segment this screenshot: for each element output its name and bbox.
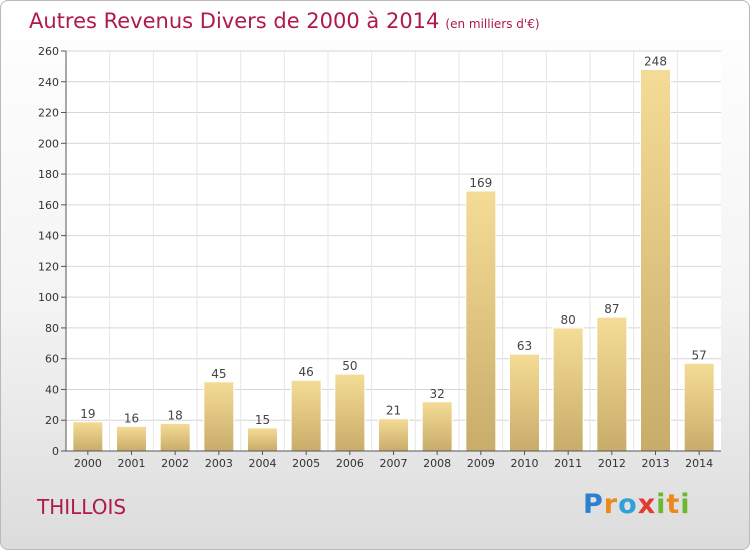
y-tick-label: 240 — [38, 76, 59, 89]
bar — [552, 327, 584, 452]
x-tick-label: 2007 — [380, 457, 408, 470]
y-tick-label: 100 — [38, 291, 59, 304]
bar-value-label: 169 — [469, 176, 492, 190]
x-tick-label: 2004 — [249, 457, 277, 470]
bar-value-label: 87 — [604, 302, 619, 316]
bar-value-label: 45 — [211, 367, 226, 381]
x-tick-label: 2013 — [642, 457, 670, 470]
bar — [334, 373, 366, 452]
y-tick-label: 20 — [45, 414, 59, 427]
bar — [72, 421, 104, 452]
x-tick-label: 2009 — [467, 457, 495, 470]
bar-value-label: 16 — [124, 411, 139, 425]
bar-value-label: 21 — [386, 404, 401, 418]
x-tick-label: 2006 — [336, 457, 364, 470]
x-tick-label: 2005 — [292, 457, 320, 470]
bar — [640, 68, 671, 452]
y-tick-label: 120 — [38, 260, 59, 273]
bar — [116, 425, 147, 452]
y-tick-label: 80 — [45, 322, 59, 335]
bar — [421, 401, 453, 452]
bar — [683, 362, 715, 452]
bar-value-label: 63 — [517, 339, 532, 353]
x-tick-label: 2000 — [74, 457, 102, 470]
y-tick-label: 180 — [38, 168, 59, 181]
bar — [465, 190, 497, 452]
y-tick-label: 200 — [38, 137, 59, 150]
y-tick-label: 220 — [38, 107, 59, 120]
bar — [247, 427, 278, 452]
bar-value-label: 19 — [80, 407, 95, 421]
bar-value-label: 80 — [561, 313, 576, 327]
x-tick-label: 2014 — [685, 457, 713, 470]
x-tick-label: 2012 — [598, 457, 626, 470]
bar — [596, 316, 628, 452]
y-tick-label: 40 — [45, 383, 59, 396]
bar-value-label: 15 — [255, 413, 270, 427]
y-tick-label: 140 — [38, 230, 59, 243]
x-tick-label: 2001 — [118, 457, 146, 470]
proxiti-logo: Proxiti — [583, 489, 691, 520]
chart-title: Autres Revenus Divers de 2000 à 2014 (en … — [29, 9, 540, 33]
x-tick-label: 2003 — [205, 457, 233, 470]
bar-value-label: 18 — [168, 408, 183, 422]
bar-value-label: 248 — [644, 54, 667, 68]
y-tick-label: 60 — [45, 353, 59, 366]
bar — [509, 353, 540, 452]
bar-value-label: 46 — [299, 365, 314, 379]
y-tick-label: 260 — [38, 45, 59, 58]
x-tick-label: 2010 — [511, 457, 539, 470]
y-tick-label: 160 — [38, 199, 59, 212]
bar-value-label: 50 — [342, 359, 357, 373]
bar — [203, 381, 235, 452]
bar-value-label: 32 — [430, 387, 445, 401]
bar — [159, 422, 191, 452]
bar — [290, 379, 322, 452]
title-text: Autres Revenus Divers de 2000 à 2014 — [29, 9, 440, 33]
bar — [378, 418, 409, 452]
y-tick-label: 0 — [52, 445, 59, 458]
unit-note: (en milliers d'€) — [445, 17, 540, 31]
commune-name: THILLOIS — [37, 495, 127, 519]
x-tick-label: 2008 — [423, 457, 451, 470]
bar-value-label: 57 — [692, 348, 707, 362]
x-tick-label: 2011 — [554, 457, 582, 470]
x-tick-label: 2002 — [161, 457, 189, 470]
